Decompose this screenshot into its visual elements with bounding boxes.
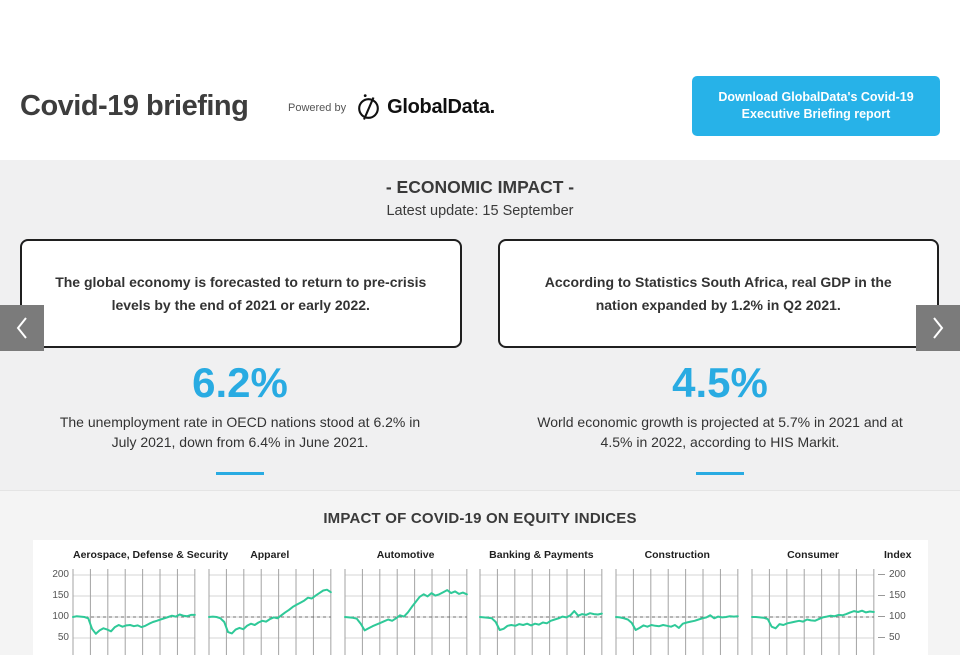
- economic-impact-section: - ECONOMIC IMPACT - Latest update: 15 Se…: [0, 160, 960, 490]
- y-tick-label: 50: [878, 633, 900, 643]
- carousel-prev-button[interactable]: [0, 305, 44, 351]
- y-tick-label: 200: [878, 570, 906, 580]
- powered-by-label: Powered by: [288, 101, 347, 114]
- chart-plot: [616, 567, 738, 655]
- carousel-next-button[interactable]: [916, 305, 960, 351]
- chart-title: Aerospace, Defense & Security: [73, 549, 229, 561]
- series-line: [209, 590, 331, 634]
- chart-plot: [345, 567, 467, 655]
- stat-underline: [696, 472, 744, 476]
- index-axis-label: Index: [884, 549, 912, 561]
- chart-plot: [73, 567, 195, 655]
- y-tick-label: 100: [52, 611, 69, 622]
- tick-mark: [878, 573, 885, 575]
- series-line: [752, 611, 874, 629]
- tick-mark: [878, 594, 885, 596]
- chart-title: Banking & Payments: [489, 549, 594, 561]
- chart-plot: [752, 567, 874, 655]
- headline-cards: The global economy is forecasted to retu…: [20, 239, 939, 348]
- download-report-button[interactable]: Download GlobalData's Covid-19 Executive…: [692, 76, 940, 136]
- stat-caption: World economic growth is projected at 5.…: [537, 414, 903, 450]
- stats-row: 6.2% The unemployment rate in OECD natio…: [0, 359, 960, 476]
- headline-card-text: According to Statistics South Africa, re…: [544, 274, 892, 313]
- equity-chart: Aerospace, Defense & Security: [73, 549, 229, 655]
- chevron-left-icon: [16, 317, 27, 339]
- y-tick-label: 100: [878, 612, 906, 622]
- chart-title: Apparel: [250, 549, 290, 561]
- chart-title: Automotive: [376, 549, 435, 561]
- tick-mark: [878, 636, 885, 638]
- brand-wordmark: GlobalData.: [387, 96, 495, 118]
- headline-card: According to Statistics South Africa, re…: [497, 239, 939, 348]
- equity-chart: Banking & Payments: [480, 549, 602, 655]
- chevron-right-icon: [933, 317, 944, 339]
- stat-underline: [216, 472, 264, 476]
- stat-block: 4.5% World economic growth is projected …: [480, 359, 960, 476]
- y-tick-label: 150: [878, 591, 906, 601]
- stat-caption: The unemployment rate in OECD nations st…: [59, 414, 421, 450]
- equity-indices-heading: IMPACT OF COVID-19 ON EQUITY INDICES: [323, 510, 637, 527]
- powered-by-block: Powered by GlobalData.: [288, 94, 495, 121]
- headline-card: The global economy is forecasted to retu…: [20, 239, 462, 348]
- series-line: [616, 615, 738, 630]
- globaldata-logo-icon: [356, 94, 381, 121]
- right-y-axis: Index 200 150 100 50: [874, 549, 922, 655]
- chart-plot: [480, 567, 602, 655]
- y-tick-label: 150: [52, 590, 69, 601]
- equity-charts-panel: 200 150 100 50 Aerospace, Defense & Securit…: [33, 540, 928, 655]
- left-y-axis: 200 150 100 50: [39, 549, 73, 655]
- stat-value: 4.5%: [672, 359, 768, 406]
- equity-chart: Apparel: [209, 549, 331, 655]
- stat-value: 6.2%: [192, 359, 288, 406]
- series-line: [345, 590, 467, 630]
- tick-mark: [878, 615, 885, 617]
- latest-update-text: Latest update: 15 September: [386, 203, 574, 219]
- economic-impact-heading: - ECONOMIC IMPACT -: [385, 177, 575, 197]
- equity-indices-section: IMPACT OF COVID-19 ON EQUITY INDICES 200…: [0, 490, 960, 655]
- headline-card-text: The global economy is forecasted to retu…: [55, 274, 427, 313]
- charts-row: Aerospace, Defense & Security Apparel Auto…: [73, 549, 874, 655]
- series-line: [73, 615, 195, 634]
- header: Covid-19 briefing Powered by GlobalData.…: [0, 0, 960, 160]
- y-tick-label: 50: [57, 632, 69, 643]
- y-tick-label: 200: [52, 569, 69, 580]
- equity-chart: Construction: [616, 549, 738, 655]
- chart-title: Construction: [644, 549, 710, 561]
- equity-chart: Automotive: [345, 549, 467, 655]
- chart-plot: [209, 567, 331, 655]
- chart-title: Consumer: [787, 549, 840, 561]
- page-title: Covid-19 briefing: [20, 90, 249, 122]
- stat-block: 6.2% The unemployment rate in OECD natio…: [0, 359, 480, 476]
- equity-chart: Consumer: [752, 549, 874, 655]
- series-line: [480, 611, 602, 630]
